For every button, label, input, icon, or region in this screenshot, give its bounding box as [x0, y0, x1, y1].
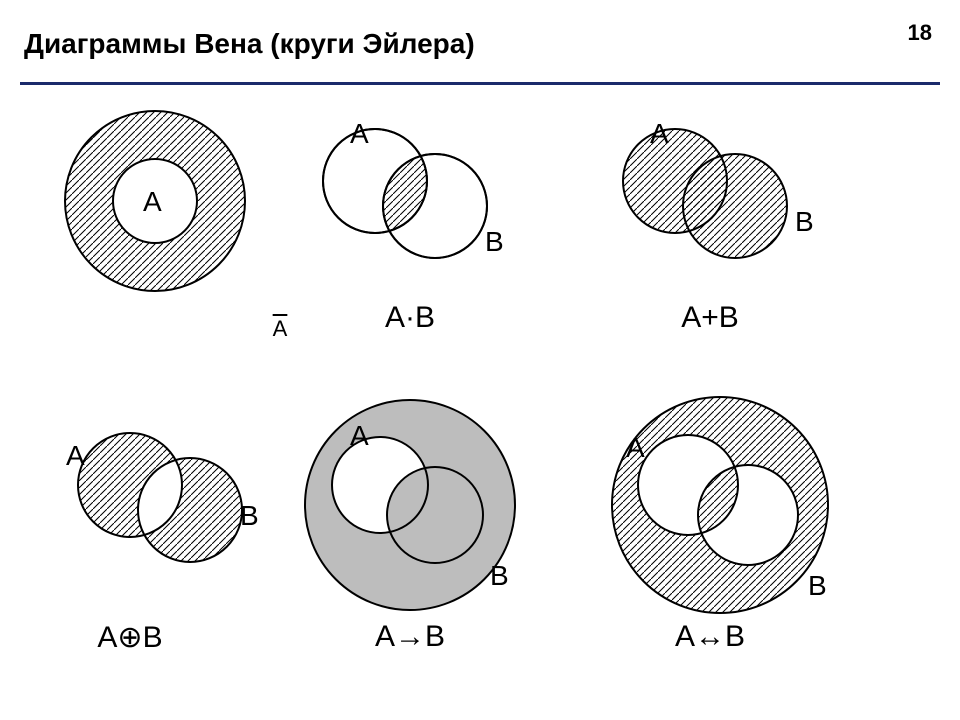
set-label: B [240, 500, 259, 532]
diagram-a-or-b: A B A+B [560, 96, 860, 376]
formula-label: A↔B [560, 620, 860, 654]
set-label: A [66, 440, 85, 472]
set-label: A [350, 420, 369, 452]
diagram-a-imp-b: A B A→B [260, 390, 560, 670]
set-label: A [626, 432, 645, 464]
set-label: B [808, 570, 827, 602]
set-label: A [650, 118, 669, 150]
diagram-a-iff-b: A B A↔B [560, 390, 860, 670]
page-number: 18 [908, 20, 932, 46]
diagram-a-and-b: A B A·B [260, 96, 560, 376]
formula-label: A·B [260, 301, 560, 335]
set-label: B [490, 560, 509, 592]
set-label: B [795, 206, 814, 238]
title-rule [20, 82, 940, 85]
page-title: Диаграммы Вена (круги Эйлера) [24, 28, 475, 60]
set-label: A [350, 118, 369, 150]
formula-label: A→B [260, 620, 560, 654]
formula-label: A+B [560, 301, 860, 335]
set-label: B [485, 226, 504, 258]
formula-label: A⊕B [0, 620, 280, 655]
svg-text:A: A [143, 186, 162, 217]
